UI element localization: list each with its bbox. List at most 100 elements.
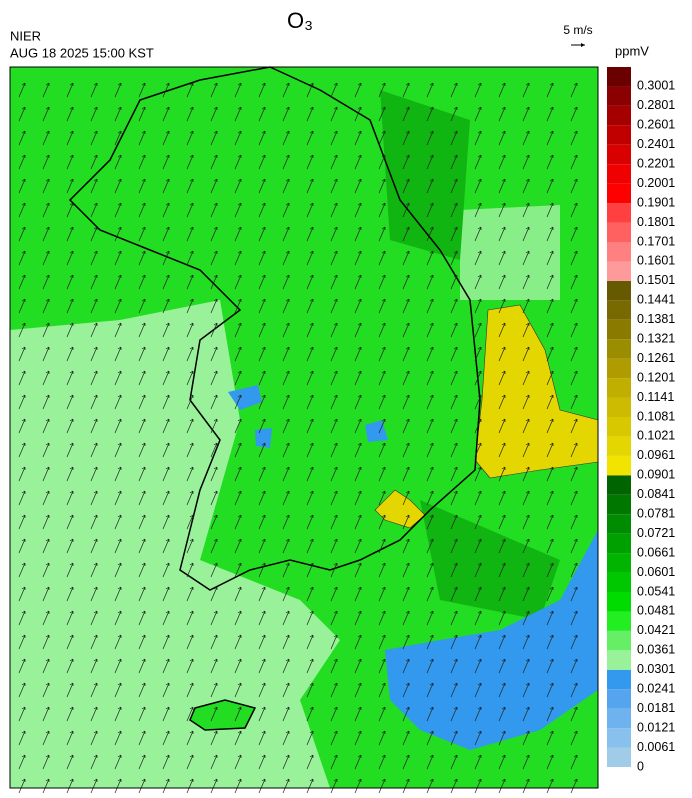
wind-arrow bbox=[66, 226, 74, 242]
wind-arrow bbox=[138, 322, 146, 338]
wind-arrow bbox=[282, 202, 290, 218]
wind-arrow bbox=[450, 322, 458, 338]
wind-arrow bbox=[450, 538, 458, 554]
wind-arrow bbox=[162, 82, 170, 98]
wind-arrow bbox=[66, 778, 74, 794]
wind-arrow bbox=[426, 394, 434, 410]
wind-arrow bbox=[474, 514, 482, 530]
wind-arrow bbox=[330, 322, 338, 338]
wind-arrow bbox=[258, 490, 266, 506]
wind-arrow bbox=[402, 202, 410, 218]
wind-arrow bbox=[498, 730, 506, 746]
wind-arrow bbox=[402, 610, 410, 626]
wind-arrow bbox=[66, 346, 74, 362]
wind-arrow bbox=[522, 610, 530, 626]
wind-arrow bbox=[474, 778, 482, 794]
wind-arrow bbox=[378, 418, 386, 434]
wind-arrow bbox=[282, 706, 290, 722]
wind-arrow bbox=[402, 682, 410, 698]
wind-arrow bbox=[138, 418, 146, 434]
wind-arrow bbox=[90, 82, 98, 98]
wind-arrow bbox=[378, 730, 386, 746]
wind-arrow bbox=[546, 778, 554, 794]
wind-arrow bbox=[306, 178, 314, 194]
wind-arrow bbox=[186, 154, 194, 170]
wind-arrow bbox=[90, 634, 98, 650]
colorbar-label: 0.1701 bbox=[637, 234, 675, 248]
wind-arrow bbox=[450, 586, 458, 602]
wind-arrow bbox=[498, 586, 506, 602]
wind-arrow bbox=[258, 562, 266, 578]
wind-arrow bbox=[306, 586, 314, 602]
wind-arrow bbox=[66, 490, 74, 506]
wind-arrow bbox=[426, 754, 434, 770]
wind-arrow bbox=[474, 274, 482, 290]
wind-arrow bbox=[498, 202, 506, 218]
wind-arrow bbox=[42, 226, 50, 242]
wind-arrow bbox=[162, 250, 170, 266]
wind-arrow bbox=[18, 298, 26, 314]
colorbar-label: 0.0421 bbox=[637, 623, 675, 637]
wind-arrow bbox=[306, 490, 314, 506]
wind-arrow bbox=[138, 130, 146, 146]
wind-arrow bbox=[522, 226, 530, 242]
wind-arrow bbox=[546, 442, 554, 458]
wind-arrow bbox=[234, 682, 242, 698]
wind-arrow bbox=[450, 418, 458, 434]
wind-arrow bbox=[42, 442, 50, 458]
wind-arrow bbox=[330, 274, 338, 290]
wind-arrow bbox=[354, 82, 362, 98]
colorbar-label: 0.1261 bbox=[637, 351, 675, 365]
wind-arrow bbox=[210, 778, 218, 794]
wind-arrow bbox=[546, 250, 554, 266]
wind-arrow bbox=[42, 538, 50, 554]
wind-arrow bbox=[90, 106, 98, 122]
colorbar-band bbox=[607, 261, 631, 281]
wind-arrow bbox=[210, 346, 218, 362]
colorbar-band bbox=[607, 494, 631, 515]
wind-arrow bbox=[186, 658, 194, 674]
wind-arrow bbox=[474, 178, 482, 194]
wind-arrow bbox=[210, 418, 218, 434]
wind-arrow bbox=[474, 490, 482, 506]
wind-arrow bbox=[450, 346, 458, 362]
wind-arrow bbox=[66, 466, 74, 482]
ozone-low-area bbox=[228, 385, 262, 410]
colorbar-label: 0.1601 bbox=[637, 254, 675, 268]
wind-scale-arrowhead bbox=[581, 43, 585, 47]
wind-arrow bbox=[114, 610, 122, 626]
wind-arrow bbox=[66, 178, 74, 194]
wind-arrow bbox=[114, 154, 122, 170]
wind-arrow bbox=[186, 562, 194, 578]
wind-arrow bbox=[66, 394, 74, 410]
wind-arrow bbox=[354, 562, 362, 578]
wind-arrow bbox=[546, 418, 554, 434]
wind-arrow bbox=[330, 706, 338, 722]
wind-arrow bbox=[570, 634, 578, 650]
wind-arrow bbox=[282, 130, 290, 146]
title: O₃ bbox=[287, 8, 313, 33]
wind-arrow bbox=[66, 610, 74, 626]
wind-arrow bbox=[522, 586, 530, 602]
wind-arrow bbox=[210, 562, 218, 578]
wind-arrow bbox=[18, 82, 26, 98]
wind-arrow bbox=[90, 418, 98, 434]
wind-arrow bbox=[354, 322, 362, 338]
wind-arrow bbox=[66, 82, 74, 98]
wind-arrow bbox=[546, 490, 554, 506]
wind-arrow bbox=[570, 130, 578, 146]
wind-arrow bbox=[450, 226, 458, 242]
wind-arrow bbox=[546, 346, 554, 362]
wind-arrow bbox=[282, 610, 290, 626]
wind-arrow bbox=[258, 682, 266, 698]
wind-arrow bbox=[114, 442, 122, 458]
wind-arrow bbox=[186, 442, 194, 458]
wind-arrow bbox=[450, 466, 458, 482]
wind-arrow bbox=[18, 274, 26, 290]
wind-arrow bbox=[162, 490, 170, 506]
wind-arrow bbox=[162, 466, 170, 482]
wind-arrow bbox=[570, 370, 578, 386]
wind-arrow bbox=[18, 178, 26, 194]
wind-arrow bbox=[186, 202, 194, 218]
wind-arrow bbox=[282, 346, 290, 362]
